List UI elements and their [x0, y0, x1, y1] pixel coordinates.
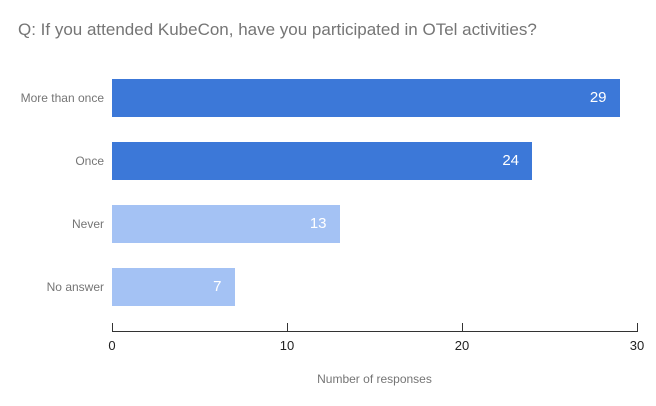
bar: 24 — [112, 142, 532, 180]
x-axis-tick — [637, 323, 638, 331]
x-axis-tick-label: 10 — [279, 338, 295, 353]
category-label: Once — [75, 154, 104, 168]
x-axis-line — [112, 331, 638, 332]
category-label: Never — [71, 217, 104, 231]
x-axis-tick — [462, 323, 463, 331]
x-axis-tick — [112, 323, 113, 331]
bar-value-label: 7 — [213, 278, 222, 295]
bar: 13 — [112, 205, 340, 243]
chart-title: Q: If you attended KubeCon, have you par… — [18, 20, 537, 39]
bar-value-label: 29 — [589, 89, 607, 106]
x-axis-tick-label: 0 — [108, 338, 116, 353]
category-label: More than once — [20, 91, 104, 105]
bar-row: No answer 7 — [0, 268, 656, 306]
x-axis-tick — [287, 323, 288, 331]
x-axis-title: Number of responses — [317, 372, 432, 386]
x-axis-tick-label: 30 — [629, 338, 645, 353]
bar: 29 — [112, 79, 620, 117]
bar: 7 — [112, 268, 235, 306]
x-axis-tick-label: 20 — [454, 338, 470, 353]
bar-row: More than once 29 — [0, 79, 656, 117]
bar-value-label: 24 — [502, 152, 519, 169]
bar-value-label: 13 — [309, 215, 327, 232]
category-label: No answer — [46, 280, 104, 294]
bar-row: Once 24 — [0, 142, 656, 180]
bar-row: Never 13 — [0, 205, 656, 243]
